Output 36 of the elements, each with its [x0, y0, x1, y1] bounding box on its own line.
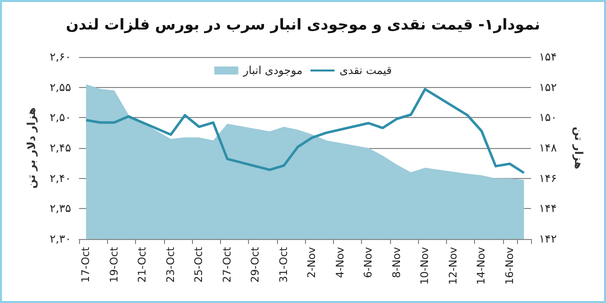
x-tick-label: 6-Nov [362, 247, 375, 278]
y2-tick-label: ۱۴۶ [539, 172, 557, 185]
x-tick-label: 8-Nov [390, 247, 403, 278]
x-tick-label: 29-Oct [250, 247, 262, 283]
y-axis-title: هزار دلار بر تن [25, 107, 38, 189]
x-tick-label: 23-Oct [164, 247, 177, 283]
line-series [84, 88, 526, 174]
y-tick-label: ۲,۳۵ [50, 202, 72, 216]
chart-title: نمودار۱- قیمت نقدی و موجودی انبار سرب در بورس فلزات لندن [66, 16, 540, 34]
y2-tick-label: ۱۴۸ [539, 142, 557, 154]
x-tick-label: 19-Oct [108, 247, 120, 283]
x-tick-label: 2-Nov [306, 247, 318, 278]
x-tick-label: 25-Oct [193, 247, 206, 283]
x-tick-label: 17-Oct [80, 247, 92, 283]
y-tick-label: ۲,۴۵ [50, 142, 72, 154]
y2-tick-label: ۱۴۲ [539, 232, 557, 246]
x-tick-label: 27-Oct [221, 247, 234, 283]
y2-tick-label: ۱۴۴ [539, 202, 557, 216]
x-tick-label: 10-Nov [419, 247, 432, 285]
y2-tick-label: ۱۵۰ [539, 111, 557, 124]
y2-axis-title: هزار تن [572, 126, 585, 170]
y-tick-label: ۲,۵۵ [50, 80, 72, 94]
x-tick-label: 16-Nov [504, 247, 516, 285]
x-tick-label: 14-Nov [476, 247, 488, 285]
x-tick-label: 4-Nov [334, 247, 346, 278]
y-tick-label: ۲,۶۰ [50, 50, 71, 64]
y-tick-label: ۲,۳۰ [50, 232, 71, 246]
legend-label: قیمت نقدی [339, 64, 392, 77]
x-tick-label: 12-Nov [447, 247, 460, 285]
y2-tick-label: ۱۵۲ [539, 80, 557, 94]
y-tick-label: ۲,۵۰ [50, 111, 71, 124]
y2-tick-label: ۱۵۴ [539, 50, 557, 64]
x-tick-label: 31-Oct [278, 247, 290, 283]
legend-label: موجودی انبار [242, 64, 303, 77]
x-tick-label: 21-Oct [136, 247, 149, 283]
y-tick-label: ۲,۴۰ [50, 172, 71, 185]
